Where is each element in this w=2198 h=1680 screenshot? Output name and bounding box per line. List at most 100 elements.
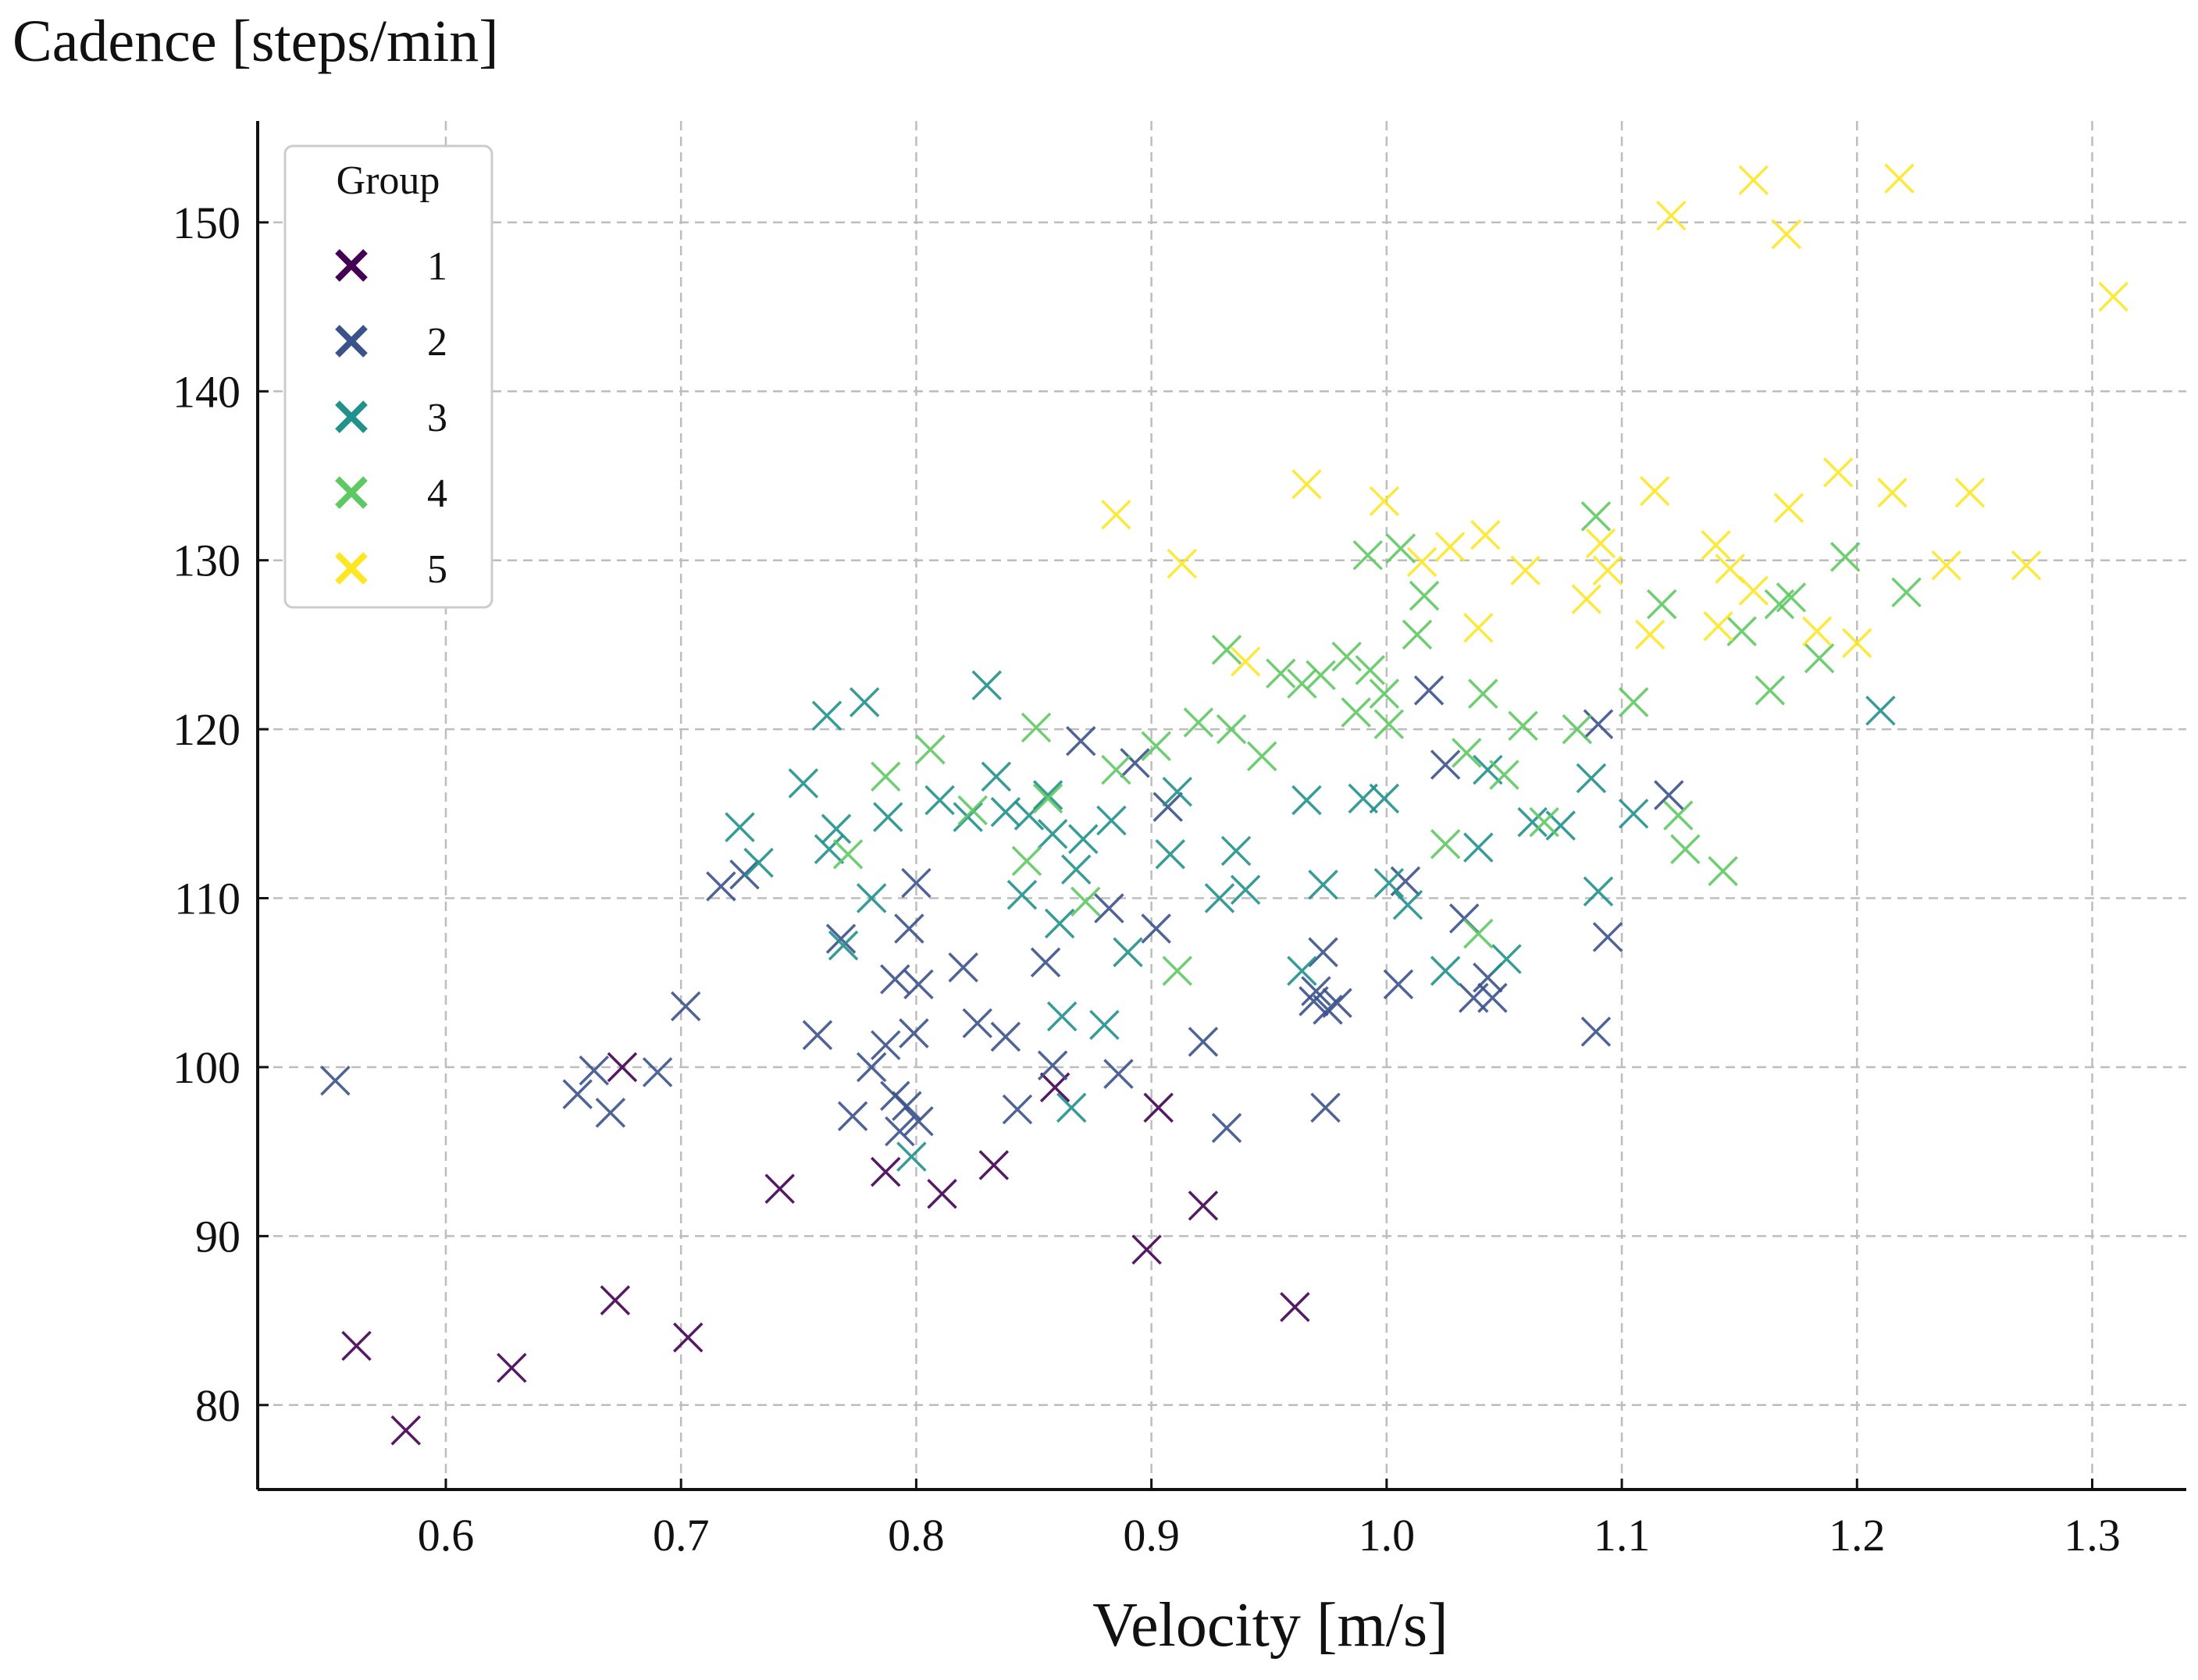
data-point-group-3 (1517, 806, 1548, 838)
data-point-group-3 (828, 930, 859, 961)
data-point-group-3 (1061, 854, 1092, 884)
y-axis-title: Cadence [steps/min] (12, 9, 499, 74)
data-point-group-3 (1463, 832, 1494, 863)
data-point-group-4 (1331, 641, 1362, 672)
legend-label-5: 5 (427, 547, 447, 592)
data-point-group-3 (1006, 879, 1038, 910)
x-tick-label: 0.9 (1123, 1510, 1180, 1561)
legend-marker-2 (335, 325, 368, 358)
data-point-group-1 (1280, 1292, 1310, 1322)
data-point-group-2 (899, 1018, 929, 1048)
data-point-group-2 (1580, 1016, 1612, 1047)
data-point-group-3 (1096, 805, 1127, 836)
data-point-group-5 (1470, 519, 1501, 550)
data-point-group-3 (856, 883, 887, 913)
data-point-group-5 (1738, 575, 1769, 606)
data-point-group-5 (1406, 546, 1437, 578)
data-point-group-2 (1002, 1094, 1033, 1125)
y-tick-label: 90 (195, 1211, 240, 1262)
data-point-group-3 (1373, 867, 1405, 899)
data-point-group-4 (1430, 829, 1461, 860)
data-point-group-3 (1287, 956, 1317, 986)
data-point-group-2 (1066, 726, 1096, 756)
data-point-group-5 (1510, 555, 1541, 586)
data-point-group-3 (1044, 908, 1075, 939)
data-point-group-3 (1291, 785, 1322, 816)
data-point-group-2 (856, 1052, 887, 1083)
data-point-group-4 (1341, 697, 1371, 728)
legend-label-3: 3 (427, 396, 447, 440)
legend-marker-4 (335, 476, 368, 509)
data-point-group-5 (2011, 550, 2042, 581)
data-point-group-1 (927, 1179, 957, 1209)
data-point-group-3 (1865, 696, 1896, 726)
data-point-group-2 (1120, 748, 1150, 778)
data-point-group-2 (1383, 969, 1414, 1000)
y-tick-label: 100 (173, 1042, 240, 1093)
data-point-group-4 (1562, 714, 1593, 745)
data-point-group-2 (903, 1105, 934, 1137)
legend-label-1: 1 (427, 244, 447, 289)
data-point-group-4 (1463, 918, 1494, 949)
data-point-group-5 (1703, 610, 1733, 642)
data-point-group-5 (1877, 477, 1908, 508)
data-point-group-5 (1585, 528, 1616, 559)
data-point-group-3 (1369, 783, 1400, 814)
data-point-group-4 (1508, 710, 1538, 742)
data-point-group-2 (1211, 1112, 1242, 1144)
axes (256, 121, 2186, 1491)
x-axis-title: Velocity [m/s] (1092, 1591, 1448, 1660)
data-point-group-4 (915, 734, 946, 765)
data-point-group-5 (1434, 532, 1466, 562)
data-point-group-3 (981, 761, 1012, 792)
data-point-group-4 (1754, 675, 1786, 706)
data-point-group-3 (1037, 819, 1068, 849)
x-tick-label: 1.3 (2064, 1510, 2121, 1561)
data-point-group-2 (1037, 1050, 1068, 1081)
data-point-group-5 (1592, 555, 1623, 586)
data-point-group-4 (1829, 542, 1861, 572)
data-point-group-2 (320, 1066, 351, 1096)
x-tick-label: 0.8 (888, 1510, 945, 1561)
data-point-group-3 (1155, 839, 1185, 870)
data-point-group-1 (978, 1150, 1010, 1180)
x-tick-label: 0.6 (418, 1510, 475, 1561)
data-point-group-1 (390, 1415, 422, 1446)
data-point-group-2 (948, 952, 978, 983)
data-point-group-5 (1291, 469, 1322, 500)
data-point-group-2 (1654, 780, 1684, 810)
data-point-group-5 (1801, 616, 1833, 646)
data-point-group-3 (1583, 876, 1614, 907)
axis-ticks: 0.6 0.7 0.8 0.9 1.0 1.1 1.2 1.3 80 90 100 110 120 130… (173, 198, 2121, 1561)
data-point-group-5 (1842, 628, 1872, 658)
data-point-group-4 (1287, 668, 1317, 699)
data-point-group-4 (1670, 834, 1701, 865)
data-point-group-5 (1738, 165, 1769, 195)
data-point-group-5 (1230, 646, 1261, 677)
y-tick-label: 150 (173, 198, 240, 248)
data-point-group-3 (1392, 889, 1423, 920)
grid-lines (258, 121, 2186, 1490)
data-point-group-3 (1056, 1092, 1087, 1123)
legend-box (283, 144, 493, 609)
data-point-group-2 (1477, 982, 1508, 1013)
data-point-group-1 (871, 1156, 901, 1187)
data-point-group-3 (953, 802, 983, 832)
data-point-group-4 (1373, 709, 1405, 739)
data-point-group-3 (1473, 754, 1503, 785)
data-point-group-4 (1369, 678, 1400, 709)
data-point-group-5 (1931, 550, 1961, 581)
data-point-group-4 (1580, 501, 1612, 532)
data-point-group-3 (725, 812, 755, 842)
data-point-group-4 (1352, 539, 1383, 571)
data-point-group-2 (706, 871, 736, 902)
data-point-group-2 (825, 924, 857, 954)
data-point-group-1 (1143, 1092, 1174, 1123)
data-point-group-4 (1409, 580, 1440, 611)
data-point-group-1 (1188, 1191, 1219, 1221)
data-point-group-5 (1640, 475, 1670, 507)
data-point-group-4 (1011, 845, 1042, 877)
data-point-group-2 (871, 1030, 901, 1061)
data-point-group-4 (1162, 956, 1193, 986)
